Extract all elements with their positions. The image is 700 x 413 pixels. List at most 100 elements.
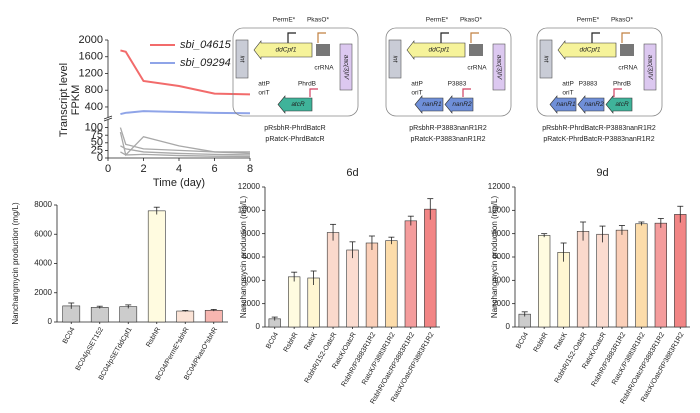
promoter-arrow (621, 32, 630, 43)
error-bar (599, 225, 606, 243)
plasmid-outline (536, 27, 663, 117)
y-tick-label: 8000 (34, 200, 52, 209)
x-tick-label: RsbhR (283, 331, 300, 353)
error-bar (349, 241, 356, 259)
error-bar (96, 305, 103, 309)
gene-label: nanR1 (422, 101, 442, 108)
element-label: oriT (258, 90, 269, 97)
bar (635, 223, 648, 328)
gene-label: nanR2 (452, 101, 472, 108)
y-tick-label: 8000 (242, 229, 260, 238)
x-tick-label: 0 (105, 163, 111, 175)
cr-box (316, 44, 330, 56)
bar (576, 231, 590, 328)
y-tick-label: 400 (85, 101, 103, 113)
y-tick-label: 1600 (79, 51, 103, 63)
cr-box (620, 44, 634, 56)
gene-box (388, 39, 402, 79)
promoter-arrow (440, 32, 449, 43)
x-tick-label: BC04 (62, 326, 77, 345)
error-bar (541, 233, 548, 238)
gene-box (643, 43, 657, 91)
bar (596, 233, 609, 328)
error-bar (427, 198, 434, 220)
gene-arrow (406, 40, 466, 60)
gene-label: nanR2 (584, 101, 604, 108)
promoter-arrow (470, 32, 479, 43)
element-label: PhrdB (613, 81, 631, 88)
y-tick-label: 6000 (492, 252, 510, 261)
gene-arrow (577, 95, 605, 114)
element-label: oriT (411, 90, 422, 97)
gene-arrow (444, 95, 474, 114)
construct-caption: pRatcK-PhrdBatcR-P3883nanR1R2 (543, 136, 654, 143)
bar (326, 232, 340, 328)
gene-arrow (557, 40, 617, 60)
y-tick-label: 50 (91, 137, 103, 149)
error-bar (182, 310, 189, 312)
gene-label: atcR (291, 101, 305, 108)
gene-arrow (414, 95, 444, 114)
element-label: attP (258, 81, 270, 88)
error-bar (271, 316, 278, 321)
error-bar (210, 309, 217, 312)
gene-arrow (253, 40, 313, 60)
y-axis-label: Nanchangmycin production (mg/L) (239, 196, 248, 319)
element-label: attP (411, 81, 423, 88)
gene-label: ddCpf1 (429, 47, 450, 54)
x-tick-label: 4 (176, 163, 182, 175)
element-label: PkasO* (307, 17, 330, 24)
gene-label: atcR (615, 101, 629, 108)
element-label: oriT (562, 90, 573, 97)
x-tick-label: 2 (140, 163, 146, 175)
y-tick-label: 1200 (79, 67, 103, 79)
promoter-arrow (317, 32, 326, 43)
series-line (120, 145, 251, 156)
y-tick-label: 2000 (34, 288, 52, 297)
construct-caption: pRsbhR-PhrdBatcR-P3883nanR1R2 (542, 125, 656, 132)
x-tick-label: RsbhR (533, 331, 550, 353)
element-label: PkasO* (611, 17, 634, 24)
error-bar (125, 304, 132, 309)
gene-label: int (238, 56, 245, 64)
gene-label: int (391, 56, 398, 64)
gene-arrow (549, 95, 577, 114)
x-tick-label: RatcK (303, 331, 319, 351)
construct-caption: pRsbhR-P3883nanR1R2 (409, 125, 487, 132)
y-axis-label: Nanchangmycin production (mg/L) (11, 202, 20, 325)
x-axis-label: Time (day) (153, 177, 205, 189)
promoter-arrow (462, 88, 471, 97)
gene-box (492, 43, 506, 91)
bar (204, 309, 223, 323)
y-tick-label: 2000 (79, 34, 103, 46)
construct-caption: pRsbhR-PhrdBatcR (264, 125, 325, 132)
gene-box (339, 43, 353, 91)
error-bar (68, 302, 75, 309)
bar (404, 220, 417, 328)
y-tick-label: 4000 (34, 259, 52, 268)
y-tick-label: 0 (506, 322, 511, 331)
x-tick-label: 8 (247, 163, 253, 175)
error-bar (560, 242, 567, 262)
y-tick-label: 6000 (242, 252, 260, 261)
bar (615, 229, 629, 328)
bar (90, 307, 109, 323)
y-tick-label: 100 (85, 122, 103, 134)
chart-title: 6d (346, 167, 358, 179)
gene-label: ddCpf1 (580, 47, 601, 54)
error-bar (407, 215, 414, 226)
error-bar (521, 311, 528, 317)
y-tick-label: 10000 (238, 205, 261, 214)
gene-box (235, 39, 249, 79)
chart-title: 9d (596, 167, 608, 179)
y-tick-label: 25 (91, 144, 103, 156)
y-tick-label: 10000 (488, 205, 511, 214)
element-label: crRNA (618, 65, 638, 72)
y-tick-label: 8000 (492, 229, 510, 238)
error-bar (368, 235, 375, 250)
gene-label: aac(3)IV (342, 55, 349, 80)
plasmid-outline (232, 27, 359, 117)
plasmid-outline (385, 27, 512, 117)
y-tick-label: 0 (48, 317, 53, 326)
y-axis-label: Nanchangmycin production (mg/L) (490, 196, 499, 319)
